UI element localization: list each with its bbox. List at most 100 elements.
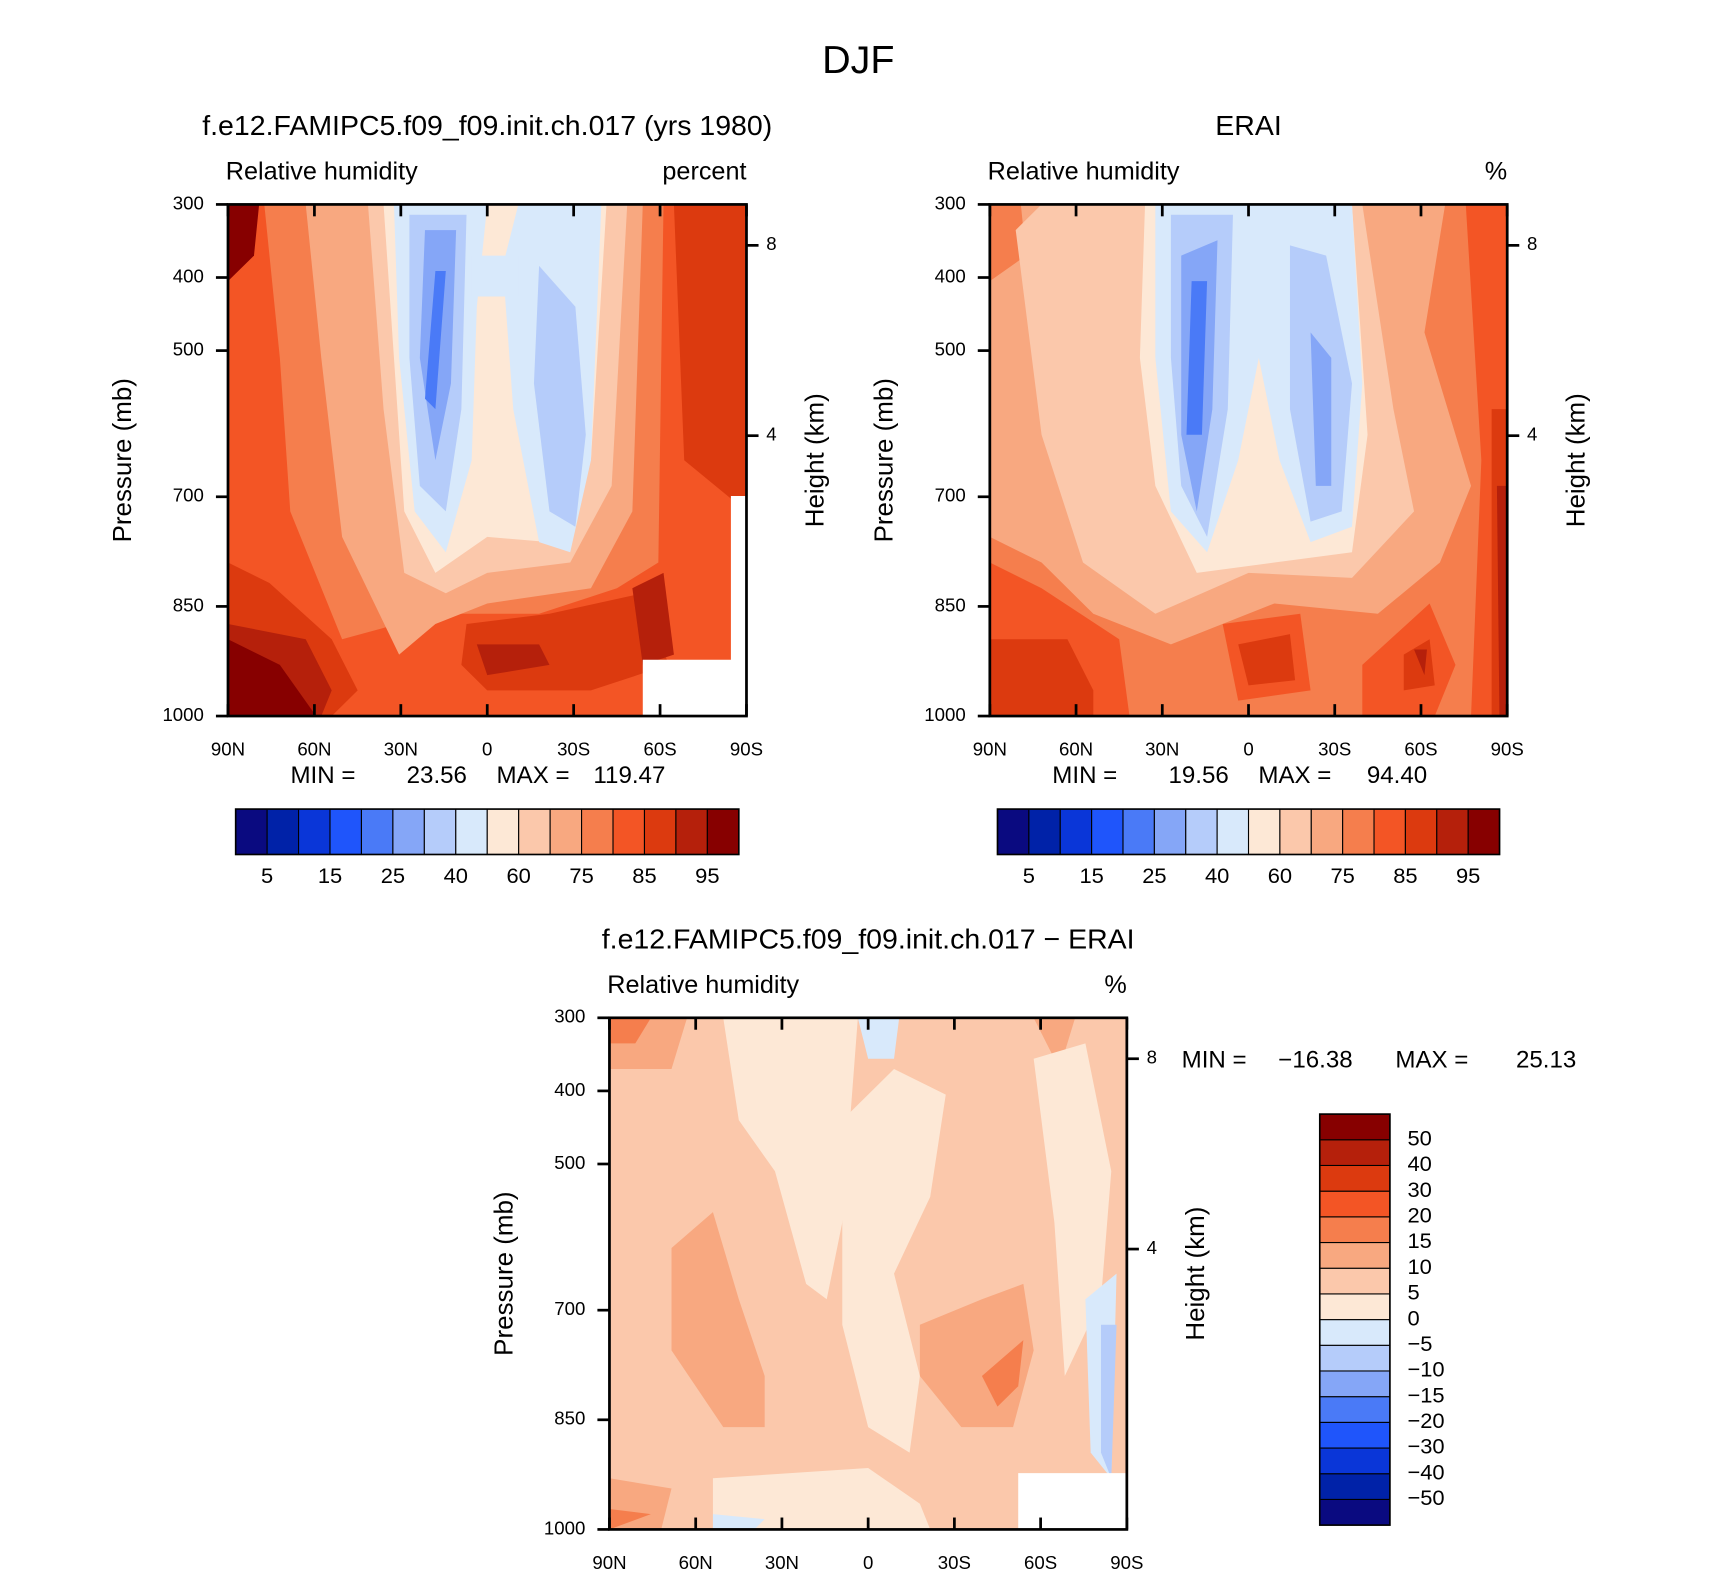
colorbar-label: 15	[1079, 863, 1103, 888]
contour-fill	[1414, 649, 1427, 676]
x-tick-label: 90N	[973, 739, 1007, 760]
colorbar-label: 5	[1407, 1280, 1419, 1305]
colorbar-box	[1279, 808, 1312, 856]
y-tick-label: 500	[554, 1152, 585, 1173]
colorbar-box	[1153, 808, 1187, 856]
colorbar-box	[1247, 808, 1281, 856]
y-axis-label: Pressure (mb)	[868, 378, 898, 542]
contour-fill	[1018, 1473, 1127, 1530]
x-tick-label: 30S	[938, 1552, 971, 1573]
y2-tick-label: 8	[1527, 233, 1537, 254]
colorbar-label: 20	[1407, 1203, 1431, 1228]
y-tick-label: 300	[173, 192, 204, 213]
max-label: MAX =	[1395, 1047, 1468, 1074]
colorbar-box	[1319, 1293, 1391, 1321]
colorbar-box	[360, 808, 394, 856]
y-tick-label: 400	[935, 265, 966, 286]
colorbar-label: 25	[1142, 863, 1166, 888]
colorbar-box	[1216, 808, 1250, 856]
contour-fill	[712, 1514, 765, 1530]
x-tick-label: 90N	[592, 1552, 626, 1573]
x-tick-label: 60S	[1404, 739, 1437, 760]
contour-fill	[533, 265, 586, 527]
contour-fill	[842, 1068, 946, 1453]
y-axis-label: Pressure (mb)	[488, 1191, 518, 1355]
colorbar-label: 10	[1407, 1254, 1431, 1279]
y-tick-label: 500	[173, 339, 204, 360]
contour-fill	[981, 1340, 1024, 1407]
colorbar-box	[675, 808, 708, 856]
colorbar-box	[298, 808, 331, 856]
x-tick-label: 90N	[211, 739, 245, 760]
colorbar-box	[518, 808, 551, 856]
contour-fill	[712, 1467, 931, 1530]
contour-fill	[1186, 281, 1208, 435]
colorbar-label: 75	[569, 863, 593, 888]
colorbar-box	[1319, 1421, 1391, 1449]
colorbar-label: 40	[1205, 863, 1229, 888]
colorbar-box	[455, 808, 488, 856]
colorbar-box	[1310, 808, 1344, 856]
colorbar-label: 75	[1330, 863, 1354, 888]
colorbar-label: 5	[1023, 863, 1035, 888]
colorbar-box	[1319, 1498, 1391, 1526]
x-tick-label: 60S	[1024, 1552, 1057, 1573]
x-tick-label: 0	[1243, 739, 1253, 760]
colorbar-label: 5	[261, 863, 273, 888]
contour-field	[228, 204, 747, 717]
x-tick-label: 60N	[679, 1552, 713, 1573]
y2-tick-label: 4	[766, 424, 776, 445]
y-tick-label: 700	[173, 485, 204, 506]
units: %	[1104, 971, 1126, 999]
contour-fill	[1100, 1324, 1117, 1479]
y-axis-label: Pressure (mb)	[107, 378, 137, 542]
x-tick-label: 90S	[1491, 739, 1524, 760]
y-tick-label: 1000	[544, 1517, 585, 1538]
colorbar-box	[1319, 1344, 1391, 1372]
subtitle: Relative humidity	[988, 158, 1180, 186]
contour-fill	[228, 639, 317, 717]
colorbar-label: 50	[1407, 1126, 1431, 1151]
x-tick-label: 0	[863, 1552, 873, 1573]
colorbar-label: −15	[1407, 1383, 1444, 1408]
y2-axis-label: Height (km)	[799, 393, 829, 527]
min-label: MIN =	[1182, 1047, 1247, 1074]
y-tick-label: 1000	[162, 704, 203, 725]
y-tick-label: 500	[935, 339, 966, 360]
colorbar-box	[1319, 1241, 1391, 1269]
panel: ERAI Relative humidity % Pressure (mb) Heigh…	[868, 109, 1590, 888]
max: 119.47	[593, 762, 665, 789]
colorbar-box	[612, 808, 646, 856]
contour-fill	[671, 1212, 765, 1428]
y-tick-label: 300	[935, 192, 966, 213]
x-tick-label: 30S	[557, 739, 590, 760]
colorbar-label: 25	[381, 863, 405, 888]
colorbar-label: 30	[1407, 1177, 1431, 1202]
colorbar-label: 40	[1407, 1151, 1431, 1176]
colorbar-label: −5	[1407, 1331, 1432, 1356]
colorbar-box	[1059, 808, 1093, 856]
contour-fill	[1033, 1043, 1112, 1376]
contour-field	[609, 1017, 1127, 1530]
colorbar-label: 95	[1456, 863, 1480, 888]
colorbar-box	[1185, 808, 1218, 856]
y2-tick-label: 8	[766, 233, 776, 254]
colorbar-box	[1319, 1319, 1391, 1346]
x-tick-label: 90S	[730, 739, 763, 760]
colorbar-label: 15	[318, 863, 342, 888]
contour-fill	[424, 270, 446, 410]
colorbar-frame	[996, 808, 1501, 856]
contour-fill	[632, 572, 674, 665]
x-tick-label: 30N	[384, 739, 418, 760]
panel-title: f.e12.FAMIPC5.f09_f09.init.ch.017 − ERAI	[602, 923, 1135, 955]
colorbar-label: 40	[444, 863, 468, 888]
y-tick-label: 400	[173, 265, 204, 286]
contour-fill	[1403, 639, 1435, 691]
contour-fill	[1496, 485, 1508, 717]
contour-fill	[723, 1017, 858, 1300]
max: 25.13	[1516, 1047, 1576, 1074]
colorbar-box	[1319, 1113, 1391, 1141]
y2-tick-label: 4	[1527, 424, 1537, 445]
